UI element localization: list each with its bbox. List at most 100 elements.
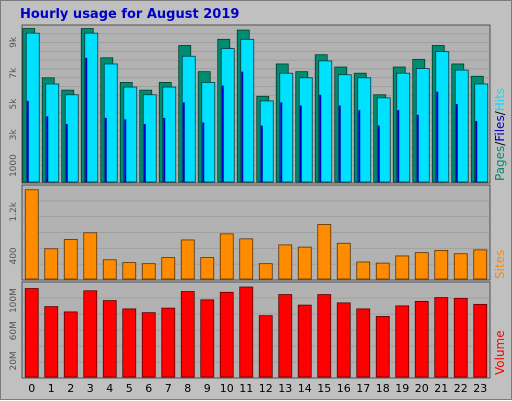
- y-tick-label: 5k: [9, 98, 19, 110]
- files-bar: [65, 124, 68, 182]
- sites-bar: [375, 262, 390, 280]
- x-tick-label: 22: [454, 382, 468, 395]
- files-bar: [260, 125, 263, 182]
- sites-bar: [63, 238, 78, 280]
- x-tick-label: 14: [298, 382, 312, 395]
- hits-bar: [396, 72, 411, 183]
- hits-bar: [415, 68, 430, 183]
- volume-bar: [141, 312, 156, 378]
- hits-bar: [181, 55, 196, 183]
- files-bar: [436, 91, 439, 182]
- volume-bar: [434, 297, 449, 378]
- chart-panels: [21, 24, 491, 379]
- legend-hits: Hits: [493, 88, 507, 111]
- files-bar: [319, 94, 322, 182]
- x-tick-label: 20: [415, 382, 429, 395]
- y-tick-label: 60M: [9, 321, 19, 340]
- x-tick-label: 10: [220, 382, 234, 395]
- y-tick-label: 100M: [9, 288, 19, 313]
- volume-bar: [317, 294, 332, 378]
- hits-bar: [103, 63, 118, 183]
- sites-bar: [356, 261, 371, 280]
- volume-bar: [258, 315, 273, 378]
- volume-bar: [200, 299, 215, 378]
- sites-bar: [83, 232, 98, 280]
- legend-volume: Volume: [493, 330, 507, 375]
- files-bar: [377, 125, 380, 182]
- sites-bar: [219, 233, 234, 280]
- y-tick-label: 20M: [9, 351, 19, 370]
- sites-bar: [336, 242, 351, 280]
- files-bar: [26, 100, 29, 182]
- files-bar: [416, 114, 419, 182]
- y-tick-label: 7k: [9, 67, 19, 79]
- x-tick-label: 15: [317, 382, 331, 395]
- volume-bar: [239, 286, 254, 378]
- sites-bar: [473, 249, 488, 280]
- hits-bar: [240, 38, 255, 183]
- hits-bar: [64, 94, 79, 183]
- x-tick-label: 0: [28, 382, 35, 395]
- y-tick-label: 1.2k: [9, 201, 19, 221]
- pages-files-hits-legend: Pages/Files/Hits: [493, 88, 507, 181]
- x-tick-label: 5: [126, 382, 133, 395]
- volume-bar: [44, 306, 59, 378]
- hits-bar: [376, 97, 391, 183]
- volume-bar: [122, 308, 137, 378]
- x-tick-label: 12: [259, 382, 273, 395]
- volume-bar: [336, 302, 351, 378]
- hits-bar: [337, 74, 352, 183]
- volume-bar: [297, 304, 312, 378]
- hits-bar: [162, 86, 177, 183]
- files-bar: [163, 117, 166, 182]
- volume-bar: [473, 303, 488, 378]
- x-tick-label: 23: [473, 382, 487, 395]
- hits-bar: [298, 77, 313, 183]
- x-tick-label: 19: [395, 382, 409, 395]
- volume-bar: [102, 300, 117, 378]
- files-bar: [221, 85, 224, 182]
- sites-bar: [161, 257, 176, 280]
- sites-bar: [200, 257, 215, 280]
- files-bar: [397, 110, 400, 182]
- volume-bar: [161, 307, 176, 378]
- sites-bar: [453, 253, 468, 280]
- x-tick-label: 16: [337, 382, 351, 395]
- legend-sep-1: /: [493, 141, 507, 146]
- files-bar: [455, 104, 458, 182]
- x-tick-label: 6: [145, 382, 152, 395]
- hits-bar: [220, 48, 235, 183]
- volume-bar: [219, 291, 234, 378]
- legend-files: Files: [493, 115, 507, 141]
- hits-bar: [318, 60, 333, 183]
- volume-bar: [24, 288, 39, 378]
- x-tick-label: 11: [239, 382, 253, 395]
- hits-bar: [435, 51, 450, 183]
- hits-bar: [201, 82, 216, 183]
- sites-bar: [395, 255, 410, 280]
- files-bar: [182, 102, 185, 182]
- chart-title: Hourly usage for August 2019: [20, 7, 240, 22]
- y-tick-label: 3k: [9, 129, 19, 141]
- hits-bar: [25, 32, 40, 183]
- sites-bar: [24, 189, 39, 280]
- volume-bar: [395, 305, 410, 378]
- volume-legend: Volume: [493, 330, 507, 375]
- x-tick-label: 21: [434, 382, 448, 395]
- files-bar: [338, 105, 341, 182]
- volume-bar: [83, 290, 98, 378]
- hits-bar: [454, 69, 469, 183]
- files-bar: [202, 122, 205, 182]
- files-bar: [358, 110, 361, 182]
- volume-bar: [453, 297, 468, 378]
- sites-bar: [258, 263, 273, 280]
- x-tick-label: 8: [184, 382, 191, 395]
- sites-legend: Sites: [493, 250, 507, 279]
- files-bar: [85, 57, 88, 182]
- volume-bar: [356, 308, 371, 378]
- hits-bar: [84, 32, 99, 183]
- files-bar: [104, 117, 107, 182]
- files-bar: [241, 71, 244, 182]
- sites-bar: [122, 262, 137, 280]
